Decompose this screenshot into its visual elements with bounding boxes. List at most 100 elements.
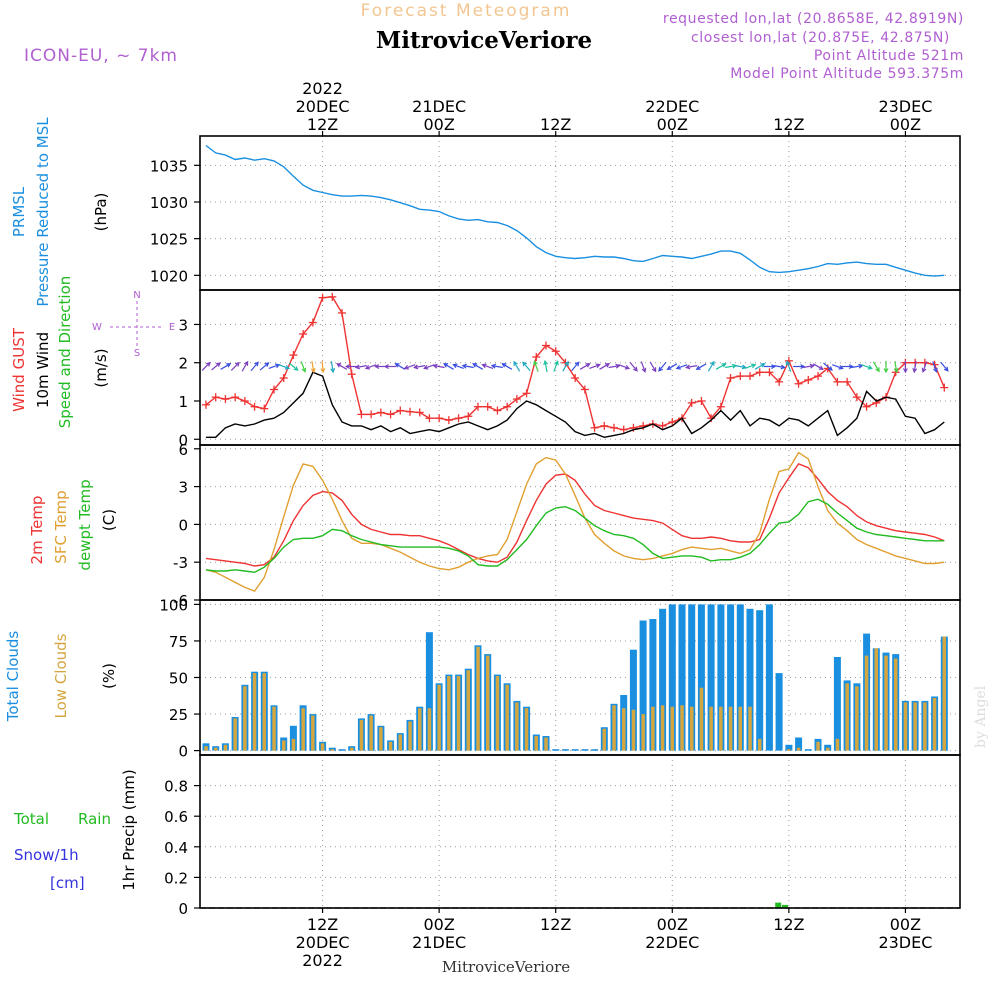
total-cloud-bar xyxy=(765,604,773,751)
wind-arrow-head xyxy=(933,367,938,373)
grid-layer xyxy=(200,136,960,908)
wind-arrow-head xyxy=(501,363,507,368)
wind-arrow xyxy=(453,364,464,369)
wind-arrow xyxy=(754,363,765,370)
wind-arrow-head xyxy=(413,364,419,370)
wind-arrow-head xyxy=(344,364,350,370)
wind-arrow-head xyxy=(354,364,360,370)
wind-arrow-head xyxy=(533,360,538,366)
wind-arrow-head xyxy=(226,363,232,368)
low-cloud-bar xyxy=(272,706,276,751)
wind-arrow xyxy=(676,364,688,369)
low-cloud-bar xyxy=(816,741,820,751)
low-cloud-bar xyxy=(301,708,305,751)
wind-arrow xyxy=(640,361,646,372)
time-label-top: 20DEC xyxy=(296,97,350,116)
wind-arrow-head xyxy=(461,363,467,369)
y-tick-label: 0.2 xyxy=(164,869,188,887)
wind-arrow-head xyxy=(658,366,664,372)
wind-arrow xyxy=(812,363,824,370)
low-cloud-bar xyxy=(214,747,218,751)
wind-arrow-head xyxy=(641,367,647,373)
wind-arrow-head xyxy=(902,368,908,374)
low-cloud-bar xyxy=(894,658,898,751)
panel-frame xyxy=(199,754,961,909)
wind-arrow-head xyxy=(760,363,766,368)
time-label-top: 23DEC xyxy=(878,97,932,116)
wind-arrow-head xyxy=(383,364,389,370)
wind-arrow xyxy=(940,361,949,372)
wind-arrow xyxy=(513,361,521,372)
low-cloud-bar xyxy=(282,740,286,751)
wind-arrow-head xyxy=(710,360,715,366)
precip-bar xyxy=(775,902,782,908)
total-cloud-bar xyxy=(629,649,637,751)
low-cloud-bar xyxy=(728,706,733,751)
wind-arrow xyxy=(300,361,306,372)
wind-arrow-head xyxy=(893,368,899,374)
time-label-top: 12Z xyxy=(773,115,804,134)
low-cloud-bar xyxy=(534,736,538,751)
total-cloud-bar xyxy=(581,749,589,751)
wind-arrow-head xyxy=(320,368,326,374)
y-tick-label: 1020 xyxy=(150,267,188,285)
wind-arrow xyxy=(734,365,746,369)
wind-arrow xyxy=(562,361,569,372)
total-cloud-bar xyxy=(707,604,715,751)
low-cloud-bar xyxy=(330,749,334,751)
wind-unit: (m/s) xyxy=(92,348,110,387)
wind-arrow xyxy=(872,361,880,372)
wind-arrow-head xyxy=(574,361,580,367)
wind-arrow xyxy=(336,363,348,370)
wind-arrow-head xyxy=(254,361,259,367)
requested-coords: requested lon,lat (20.8658E, 42.8919N) xyxy=(663,11,964,27)
low-cloud-bar xyxy=(243,686,247,751)
wind-arrow-head xyxy=(330,368,336,374)
time-label-top: 2022 xyxy=(302,79,343,98)
wind-arrow-head xyxy=(595,363,601,369)
y-tick-label: 1035 xyxy=(150,157,188,175)
wind-arrow xyxy=(433,365,445,369)
wind-arrow xyxy=(894,360,898,373)
low-cloud-bar xyxy=(505,684,509,751)
time-label-bottom: 12Z xyxy=(307,915,338,934)
total-cloud-bar xyxy=(552,749,560,751)
y-tick-label: 1 xyxy=(178,393,188,411)
cloud-label: Low Clouds xyxy=(52,633,70,718)
y-tick-label: 25 xyxy=(169,706,188,724)
wind-arrow-head xyxy=(522,361,528,367)
low-cloud-bar xyxy=(204,746,208,751)
low-cloud-bar xyxy=(796,747,801,751)
wind-arrow xyxy=(851,365,863,369)
wind-arrow xyxy=(502,363,513,370)
y-tick-label: 3 xyxy=(178,316,188,334)
low-cloud-bar xyxy=(359,719,364,751)
wind-label: Speed and Direction xyxy=(56,276,74,429)
time-label-top: 12Z xyxy=(307,115,338,134)
wind-arrow-head xyxy=(243,360,249,366)
low-cloud-bar xyxy=(418,708,422,751)
wind-arrow-head xyxy=(264,362,270,367)
wind-arrow-head xyxy=(543,359,548,366)
temp-label: 2m Temp xyxy=(28,496,46,565)
wind-arrow-head xyxy=(336,363,342,368)
wind-arrow-head xyxy=(564,360,569,366)
total-cloud-bar xyxy=(736,604,744,751)
y-tick-label: 0 xyxy=(178,431,188,449)
wind-arrow xyxy=(414,365,426,369)
wind-arrow xyxy=(201,362,211,371)
low-cloud-bar xyxy=(369,715,373,751)
low-cloud-bar xyxy=(699,687,704,751)
time-label-top: 22DEC xyxy=(645,97,699,116)
time-label-bottom: 21DEC xyxy=(412,933,466,952)
low-cloud-bar xyxy=(864,655,869,751)
time-label-bottom: 22DEC xyxy=(645,933,699,952)
wind-arrow xyxy=(211,362,221,371)
low-cloud-bar xyxy=(515,702,519,751)
y-tick-label: 0 xyxy=(178,743,188,761)
wind-arrow xyxy=(491,365,503,369)
total-cloud-bar xyxy=(804,749,812,751)
wind-arrow xyxy=(220,363,231,370)
wind-arrow xyxy=(686,365,698,369)
wind-arrow-head xyxy=(780,364,786,370)
